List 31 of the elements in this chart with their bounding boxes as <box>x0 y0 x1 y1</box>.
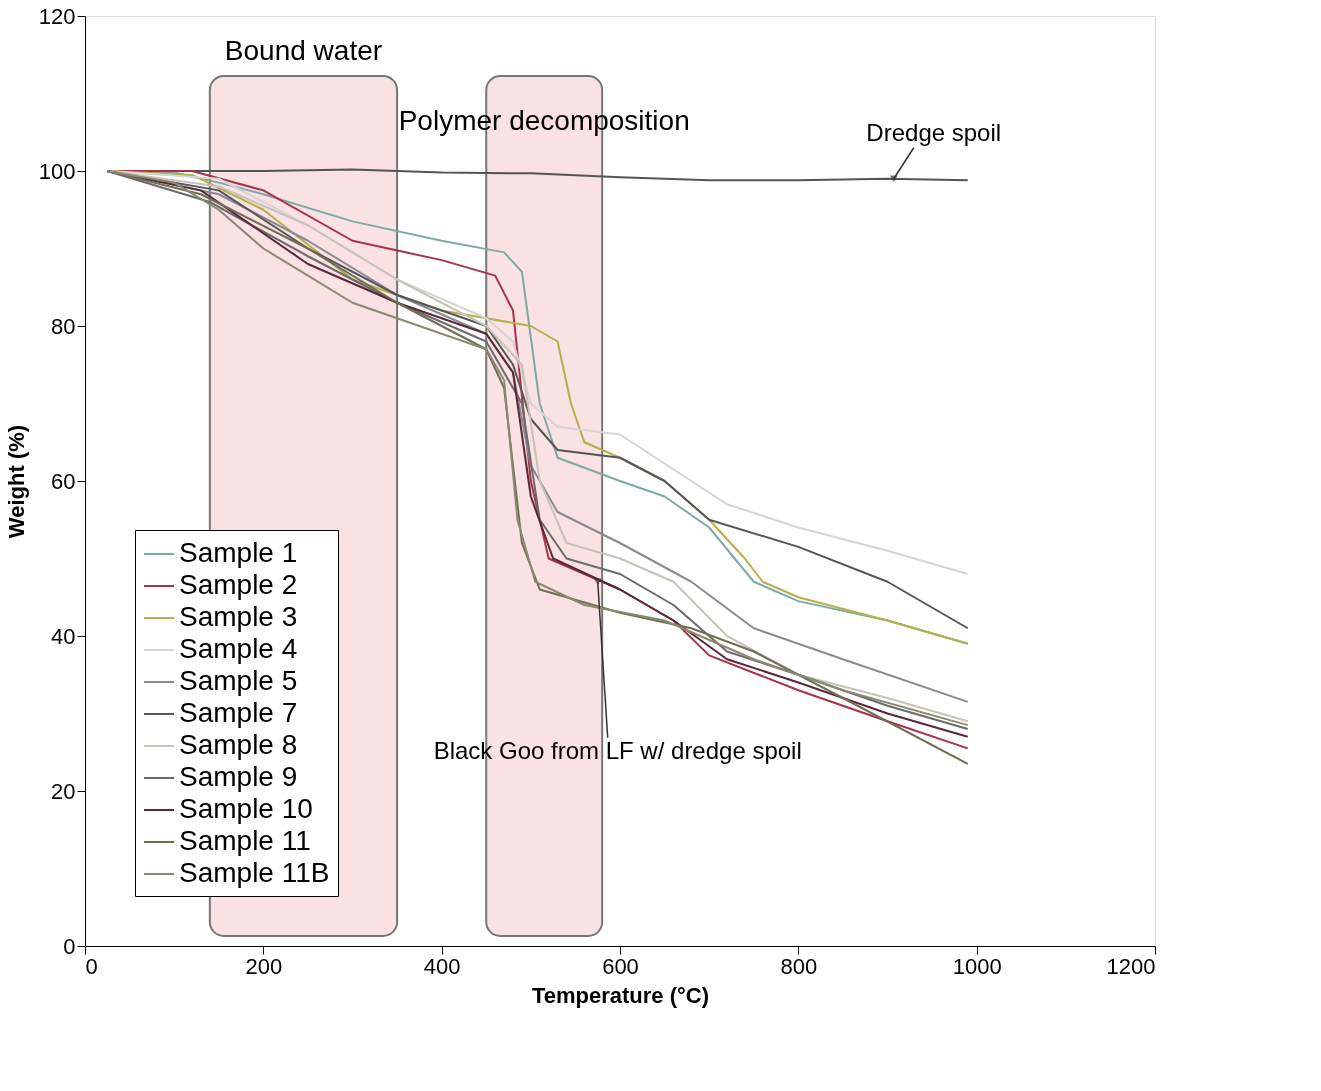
legend-label: Sample 2 <box>179 569 298 600</box>
y-tick-label: 100 <box>38 158 76 184</box>
y-axis-title: Weight (%) <box>3 424 29 539</box>
x-tick-label: 1000 <box>952 953 1002 979</box>
y-tick-label: 80 <box>51 313 76 339</box>
legend-label: Sample 11B <box>179 857 330 888</box>
band-label: Bound water <box>224 35 383 66</box>
y-tick-label: 0 <box>63 933 76 959</box>
legend-label: Sample 8 <box>179 729 298 760</box>
x-axis-title: Temperature (°C) <box>531 982 710 1008</box>
band-label: Polymer decomposition <box>398 105 690 136</box>
x-tick-label: 0 <box>85 953 98 979</box>
x-tick-label: 600 <box>602 953 639 979</box>
y-tick-label: 40 <box>51 623 76 649</box>
x-tick-label: 400 <box>423 953 461 979</box>
x-tick-label: 800 <box>780 953 818 979</box>
legend-label: Sample 3 <box>179 601 298 632</box>
annotation: Dredge spoil <box>866 118 1002 146</box>
legend-label: Sample 11 <box>179 825 311 856</box>
legend-label: Sample 1 <box>179 537 298 568</box>
legend-label: Sample 4 <box>179 633 298 664</box>
legend-label: Sample 5 <box>179 665 298 696</box>
y-tick-label: 60 <box>51 468 76 494</box>
y-tick-label: 20 <box>51 778 76 804</box>
x-tick-label: 200 <box>245 953 283 979</box>
legend-label: Sample 10 <box>179 793 313 824</box>
y-tick-label: 120 <box>38 3 76 29</box>
annotation: Black Goo from LF w/ dredge spoil <box>433 736 802 764</box>
x-tick-label: 1200 <box>1106 953 1156 979</box>
legend-label: Sample 7 <box>179 697 298 728</box>
legend-label: Sample 9 <box>179 761 298 792</box>
